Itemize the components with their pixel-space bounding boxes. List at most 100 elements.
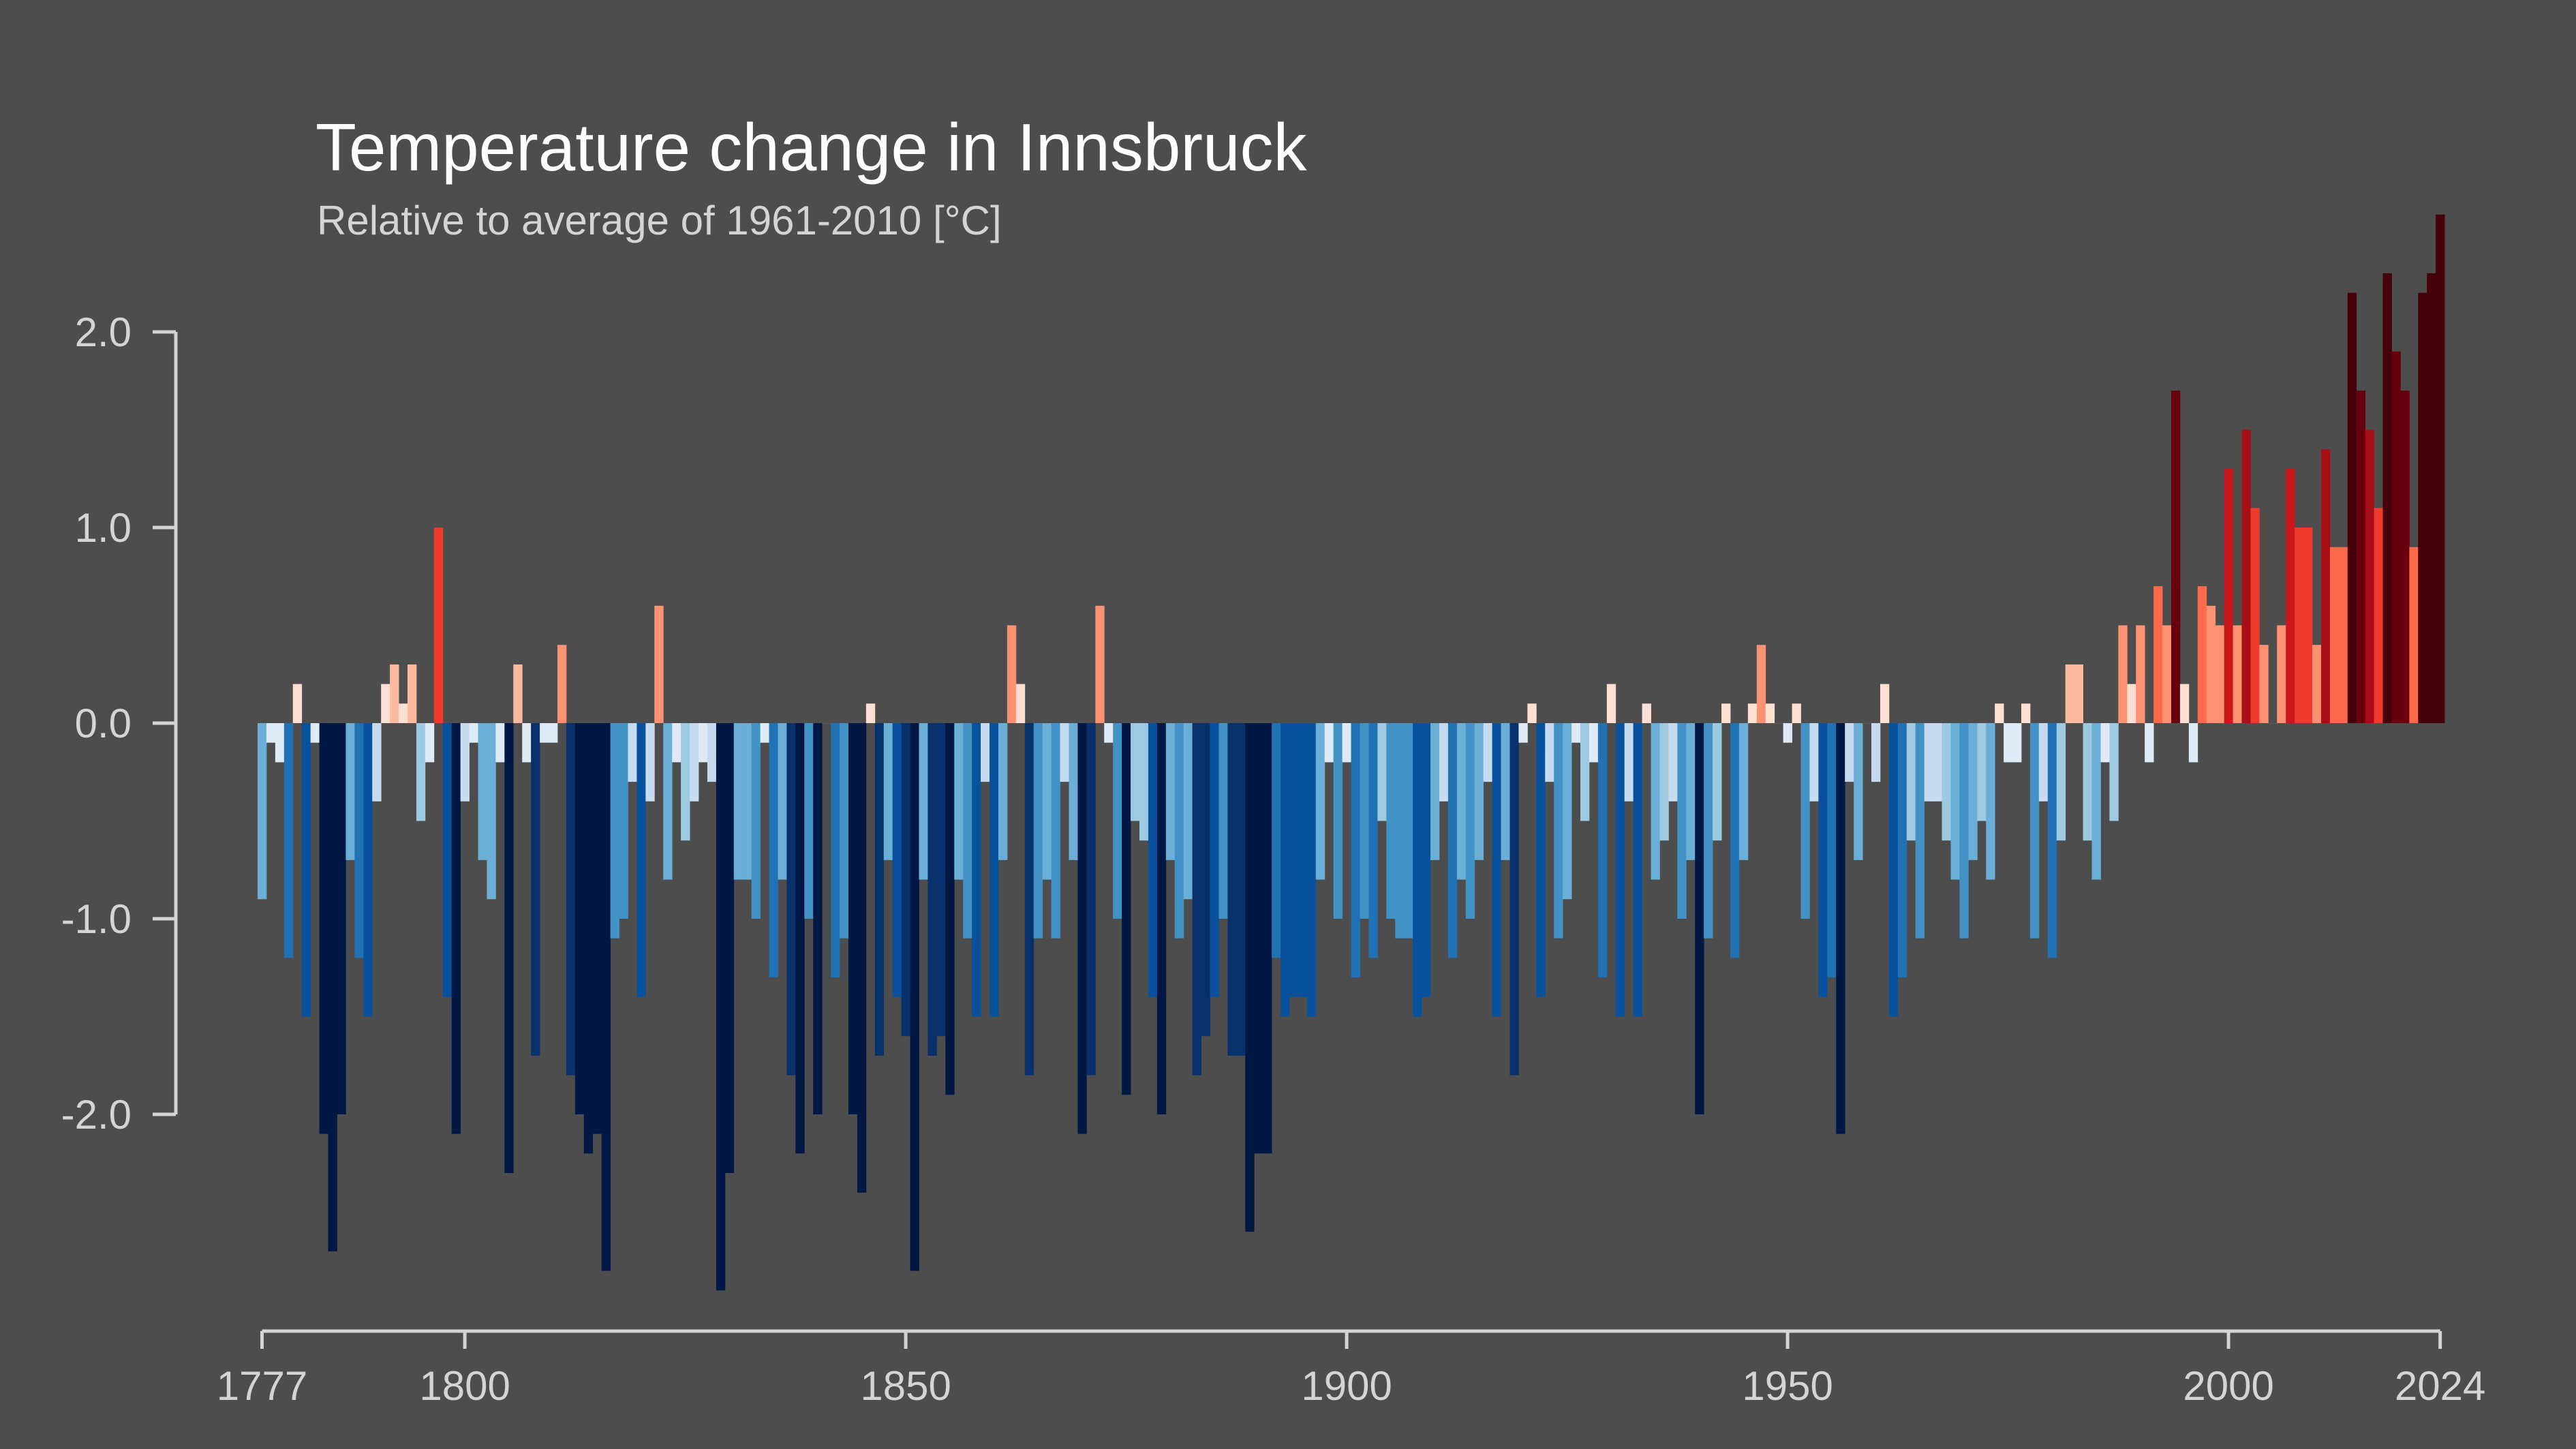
bar-1904 — [1377, 723, 1387, 821]
bar-1976 — [2012, 723, 2022, 763]
bar-1824 — [672, 723, 681, 763]
chart-subtitle: Relative to average of 1961-2010 [°C] — [317, 198, 1002, 243]
bar-1902 — [1360, 723, 1369, 919]
bar-1910 — [1430, 723, 1440, 860]
bar-1928 — [1589, 723, 1599, 763]
bar-1925 — [1563, 723, 1572, 900]
bar-1862 — [1007, 625, 1017, 723]
bar-1996 — [2188, 723, 2198, 763]
bar-1975 — [2004, 723, 2013, 763]
bar-1980 — [2047, 723, 2057, 958]
bar-1971 — [1968, 723, 1978, 860]
bar-1855 — [945, 723, 955, 1095]
bar-1951 — [1792, 703, 1801, 723]
bar-1876 — [1131, 723, 1140, 821]
bar-1981 — [2056, 723, 2066, 841]
bar-1938 — [1677, 723, 1687, 919]
bar-1815 — [592, 723, 602, 1134]
bar-1948 — [1765, 703, 1775, 723]
bar-1991 — [2145, 723, 2154, 763]
bar-1867 — [1051, 723, 1060, 939]
bar-1874 — [1113, 723, 1122, 919]
bar-1937 — [1668, 723, 1678, 802]
bar-1893 — [1281, 723, 1290, 1017]
bar-1987 — [2109, 723, 2119, 821]
bar-1780 — [283, 723, 294, 958]
bar-1956 — [1836, 723, 1845, 1134]
bar-1872 — [1095, 605, 1105, 723]
bar-1841 — [822, 723, 831, 724]
bar-2001 — [2233, 625, 2242, 723]
bar-1911 — [1439, 723, 1449, 802]
bar-1816 — [601, 723, 611, 1271]
bar-1801 — [469, 723, 478, 743]
bar-1825 — [681, 723, 690, 841]
bar-1878 — [1148, 723, 1158, 997]
bar-1852 — [919, 723, 928, 880]
bar-1803 — [487, 723, 496, 900]
bar-1834 — [760, 723, 769, 743]
bar-1854 — [936, 723, 946, 1037]
bar-1929 — [1597, 723, 1608, 978]
bar-1860 — [990, 723, 999, 1017]
bar-2004 — [2259, 645, 2269, 723]
bar-1915 — [1474, 723, 1484, 860]
bar-2013 — [2338, 547, 2348, 723]
bar-1883 — [1192, 723, 1201, 1076]
bar-2017 — [2374, 508, 2383, 723]
bar-1959 — [1862, 723, 1872, 724]
bar-1811 — [557, 645, 567, 723]
bar-1970 — [1959, 723, 1969, 939]
bar-1785 — [328, 723, 337, 1251]
bar-1917 — [1492, 723, 1501, 1017]
bar-1830 — [724, 723, 735, 1174]
bar-1796 — [425, 723, 435, 763]
bar-1866 — [1042, 723, 1052, 880]
bar-1997 — [2197, 586, 2207, 723]
bar-1982 — [2065, 664, 2075, 723]
x-tick-label: 2000 — [2183, 1363, 2273, 1409]
bar-1795 — [416, 723, 426, 821]
bar-1810 — [549, 723, 558, 743]
y-axis: 2.0 1.0 0.0 -1.0 -2.0 — [61, 309, 178, 1138]
bar-1833 — [751, 723, 761, 919]
bar-1931 — [1615, 723, 1625, 1017]
bar-1879 — [1156, 723, 1167, 1114]
bar-1898 — [1324, 723, 1334, 763]
bar-1967 — [1933, 723, 1942, 802]
bar-1962 — [1888, 723, 1899, 1017]
bar-1837 — [786, 723, 796, 1076]
bar-1848 — [883, 723, 893, 860]
bar-1941 — [1704, 723, 1713, 939]
bar-1850 — [901, 723, 910, 1037]
bar-1813 — [574, 723, 585, 1114]
bar-1950 — [1783, 723, 1792, 743]
x-tick-label: 1850 — [860, 1363, 951, 1409]
bar-1781 — [292, 684, 303, 723]
bar-1814 — [583, 723, 594, 1154]
bar-2005 — [2268, 723, 2278, 724]
bar-1863 — [1015, 684, 1026, 723]
bar-1844 — [848, 723, 858, 1114]
bar-1901 — [1351, 723, 1360, 978]
bar-1851 — [910, 723, 919, 1271]
bar-1927 — [1580, 723, 1590, 821]
bar-1790 — [372, 723, 382, 802]
y-tick-label: 1.0 — [75, 505, 132, 551]
bar-1845 — [857, 723, 867, 1193]
bar-1921 — [1527, 703, 1537, 723]
bar-1944 — [1730, 723, 1740, 958]
bar-1828 — [707, 723, 717, 782]
bar-1826 — [690, 723, 699, 802]
bar-1943 — [1721, 703, 1731, 723]
bar-2009 — [2303, 528, 2313, 723]
bar-1868 — [1060, 723, 1069, 782]
bar-1800 — [460, 723, 470, 802]
bar-1870 — [1077, 723, 1087, 1134]
bar-1913 — [1456, 723, 1467, 880]
bar-1958 — [1854, 723, 1863, 860]
bar-1788 — [354, 723, 364, 958]
bar-2024 — [2436, 214, 2445, 723]
bar-1899 — [1333, 723, 1343, 919]
bar-1846 — [865, 703, 876, 723]
